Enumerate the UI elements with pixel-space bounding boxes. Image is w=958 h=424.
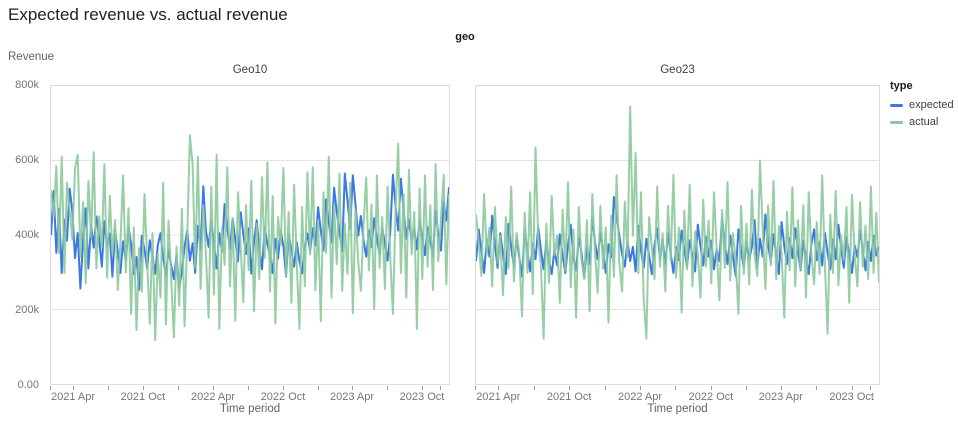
facet-field-label: geo — [455, 31, 475, 43]
x-axis-title-geo23: Time period — [647, 403, 708, 415]
plot-area-geo23[interactable] — [475, 85, 880, 385]
x-major-tick — [422, 386, 423, 390]
y-axis-title: Revenue — [8, 51, 55, 63]
x-minor-tick — [318, 386, 319, 390]
legend-item-expected[interactable]: expected — [890, 99, 956, 111]
x-minor-tick — [108, 386, 109, 390]
y-tick-label: 800k — [15, 79, 39, 91]
x-major-tick — [213, 386, 214, 390]
x-major-tick — [851, 386, 853, 390]
expected-line-swatch-icon — [890, 103, 903, 107]
chart-svg-geo10 — [51, 134, 449, 341]
x-tick-label: 2021 Oct — [120, 391, 166, 403]
legend-item-actual[interactable]: actual — [890, 116, 956, 128]
x-axis-title-geo10: Time period — [219, 403, 281, 415]
x-major-tick — [569, 386, 571, 390]
x-axis-geo23: 2021 Apr 2021 Oct 2022 Apr 2022 Oct 2023 Apr… — [475, 385, 880, 403]
y-tick-label: 600k — [15, 154, 39, 166]
y-tick-label: 0.00 — [17, 379, 39, 391]
y-tick-label: 200k — [15, 304, 39, 316]
actual-series-line — [51, 134, 449, 341]
x-tick-label: 2022 Oct — [260, 391, 306, 403]
actual-line-swatch-icon — [890, 120, 903, 124]
x-tick-label: 2022 Apr — [190, 391, 236, 403]
x-tick-label: 2023 Oct — [829, 391, 874, 403]
x-tick-label: 2021 Apr — [476, 391, 521, 403]
x-minor-tick — [440, 386, 441, 390]
legend-title: type — [890, 80, 913, 92]
x-minor-tick — [178, 386, 179, 390]
y-tick-label: 400k — [15, 229, 39, 241]
x-minor-tick — [746, 386, 748, 390]
x-major-tick — [498, 386, 500, 390]
x-tick-label: 2022 Apr — [618, 391, 663, 403]
x-tick-label: 2023 Apr — [329, 391, 375, 403]
x-tick-label: 2021 Oct — [546, 391, 592, 403]
x-tick-label: 2022 Oct — [688, 391, 734, 403]
panel-title-geo10: Geo10 — [232, 64, 268, 76]
x-minor-tick — [675, 386, 677, 390]
legend-label-expected: expected — [909, 99, 954, 111]
x-major-tick — [352, 386, 353, 390]
legend-label-actual: actual — [909, 116, 939, 128]
x-minor-tick — [387, 386, 388, 390]
x-major-tick — [780, 386, 782, 390]
x-minor-tick — [248, 386, 249, 390]
x-minor-tick — [816, 386, 818, 390]
chart-svg-geo23 — [476, 105, 879, 340]
x-major-tick — [710, 386, 712, 390]
panel-title-geo23: Geo23 — [660, 64, 695, 76]
x-tick-label: 2021 Apr — [50, 391, 96, 403]
x-major-tick — [640, 386, 642, 390]
x-tick-label: 2023 Apr — [758, 391, 803, 403]
chart-title: Expected revenue vs. actual revenue — [8, 5, 288, 24]
plot-area-geo10[interactable] — [50, 85, 450, 385]
x-minor-tick — [604, 386, 606, 390]
x-axis-geo10: 2021 Apr 2021 Oct 2022 Apr 2022 Oct 2023 Apr… — [50, 385, 450, 403]
x-major-tick — [143, 386, 144, 390]
x-minor-tick — [475, 386, 476, 390]
x-minor-tick — [869, 386, 871, 390]
x-minor-tick — [50, 386, 51, 390]
x-tick-label: 2023 Oct — [399, 391, 445, 403]
x-minor-tick — [533, 386, 535, 390]
x-major-tick — [73, 386, 74, 390]
actual-series-line — [476, 105, 879, 340]
legend: type expected actual — [890, 80, 956, 128]
x-major-tick — [283, 386, 284, 390]
y-axis: 0.00 200k 400k 600k 800k — [0, 79, 44, 391]
